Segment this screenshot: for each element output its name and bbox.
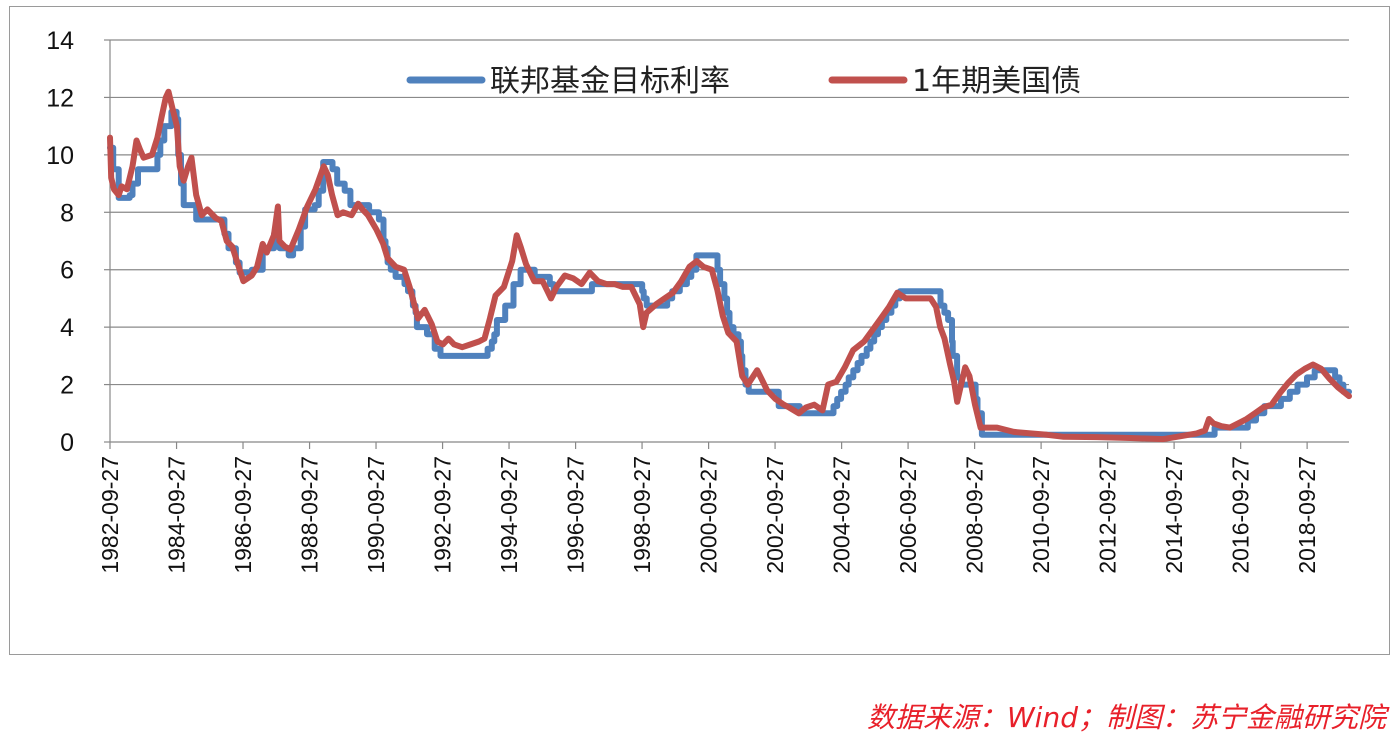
legend-label-2: 1年期美国债 — [912, 64, 1081, 99]
y-tick-label: 14 — [46, 27, 74, 55]
series-line-1 — [107, 108, 1352, 438]
x-tick-label: 2010-09-27 — [1028, 456, 1054, 574]
x-tick-label: 2004-09-27 — [829, 456, 855, 574]
x-tick-label: 2018-09-27 — [1294, 456, 1320, 574]
y-tick-label: 12 — [46, 84, 74, 112]
legend: 联邦基金目标利率 1年期美国债 — [406, 64, 1081, 99]
series-line-2 — [107, 88, 1352, 443]
x-tick-label: 1992-09-27 — [430, 456, 456, 574]
series-lines — [107, 88, 1352, 443]
x-tick-label: 1982-09-27 — [97, 456, 123, 574]
x-tick-label: 1994-09-27 — [496, 456, 522, 574]
y-tick-label: 0 — [60, 429, 74, 457]
x-tick-label: 2008-09-27 — [962, 456, 988, 574]
x-tick-label: 2002-09-27 — [762, 456, 788, 574]
x-tick-label: 1998-09-27 — [629, 456, 655, 574]
legend-label-1: 联邦基金目标利率 — [490, 64, 730, 99]
x-tick-label: 1996-09-27 — [563, 456, 589, 574]
y-tick-label: 2 — [60, 372, 74, 400]
x-tick-label: 1990-09-27 — [363, 456, 389, 574]
x-tick-label: 2016-09-27 — [1228, 456, 1254, 574]
y-tick-label: 10 — [46, 142, 74, 170]
x-tick-label: 2012-09-27 — [1095, 456, 1121, 574]
x-axis-ticks: 1982-09-27 1984-09-27 1986-09-27 1988-09-27… — [97, 456, 1320, 574]
y-tick-label: 8 — [60, 199, 74, 227]
x-tick-label: 1984-09-27 — [164, 456, 190, 574]
axes — [104, 39, 1349, 449]
gridlines — [110, 39, 1349, 386]
y-tick-label: 6 — [60, 257, 74, 285]
y-axis-ticks: 0 2 4 6 8 10 12 14 — [46, 27, 74, 457]
y-tick-label: 4 — [60, 314, 74, 342]
source-note: 数据来源：Wind；制图：苏宁金融研究院 — [867, 701, 1386, 734]
x-tick-label: 2014-09-27 — [1161, 456, 1187, 574]
x-tick-label: 1988-09-27 — [297, 456, 323, 574]
chart-frame — [9, 6, 1390, 655]
x-tick-label: 1986-09-27 — [230, 456, 256, 574]
x-tick-label: 2006-09-27 — [895, 456, 921, 574]
x-tick-label: 2000-09-27 — [696, 456, 722, 574]
